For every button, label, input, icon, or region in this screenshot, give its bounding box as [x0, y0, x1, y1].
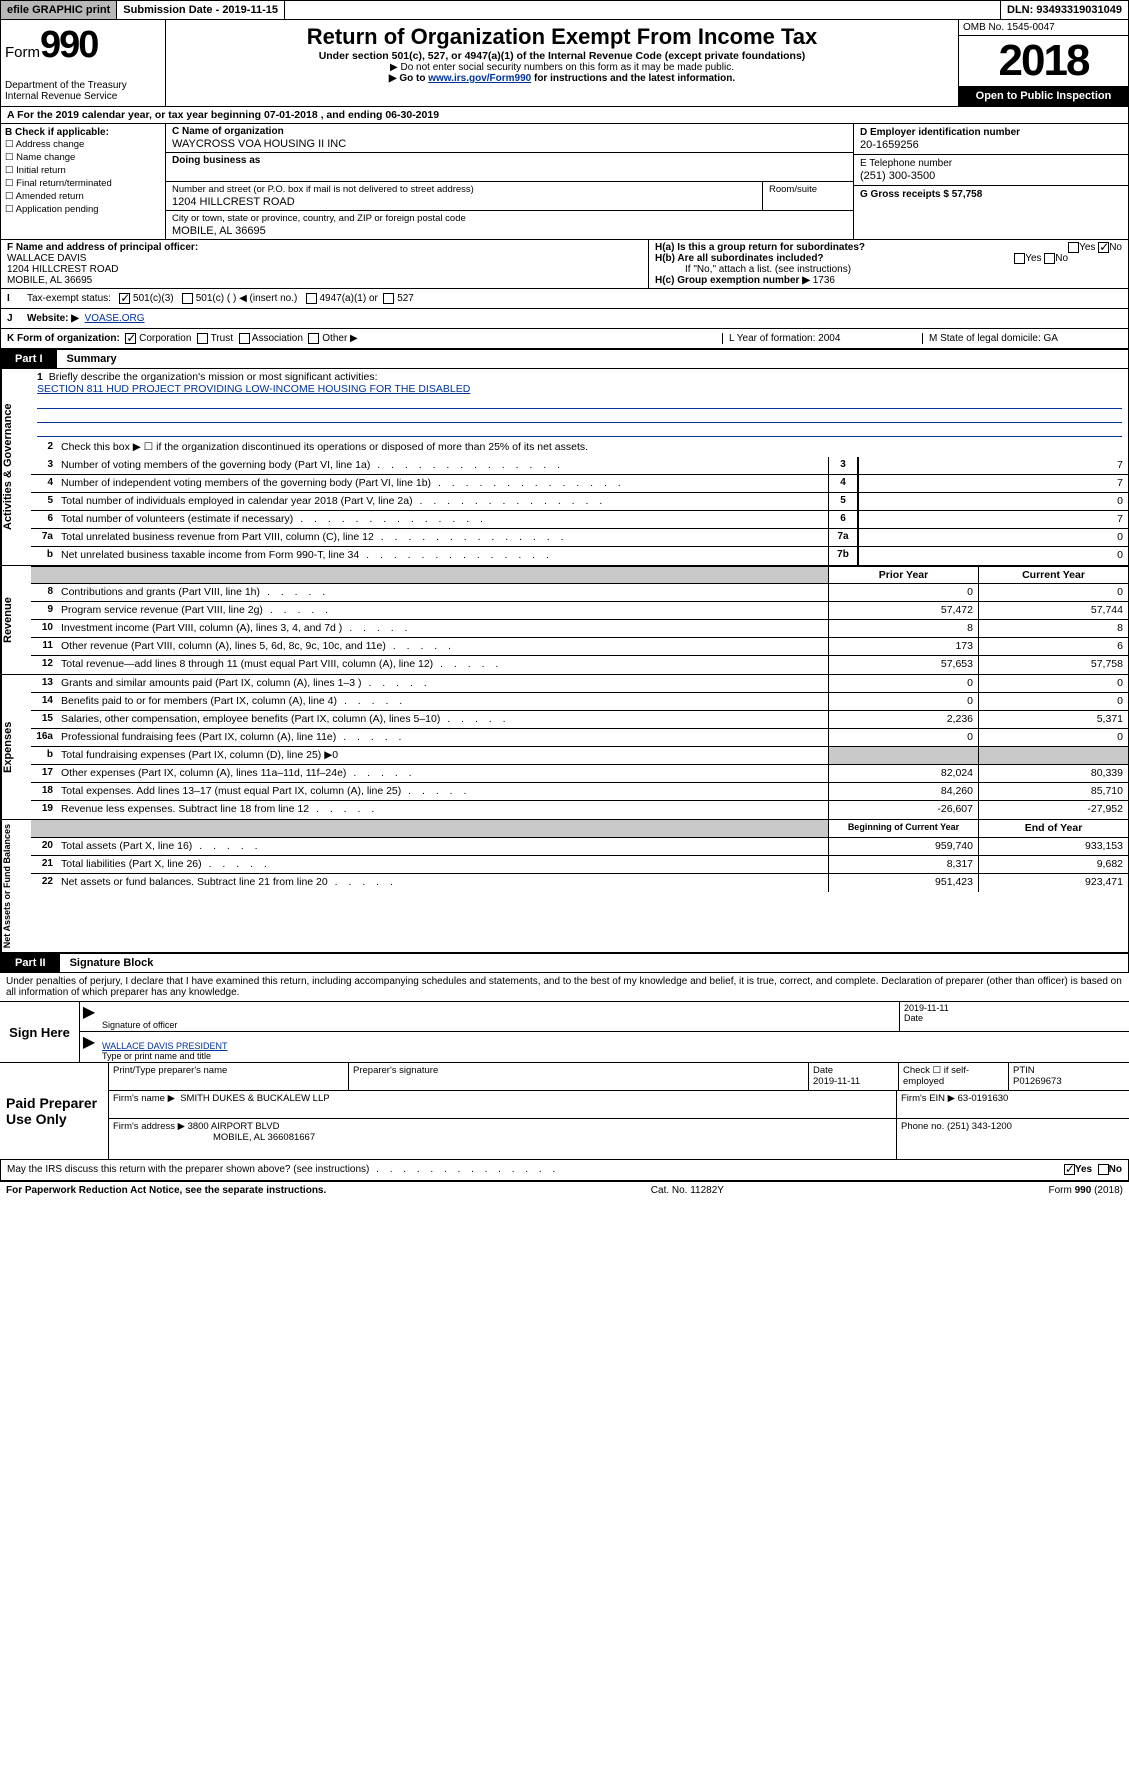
officer-city: MOBILE, AL 36695 [7, 275, 92, 286]
website-link[interactable]: VOASE.ORG [85, 313, 145, 324]
submission-date: Submission Date - 2019-11-15 [117, 0, 285, 20]
ein-label: D Employer identification number [860, 127, 1122, 138]
revenue-section: Revenue Prior Year Current Year 8Contrib… [0, 566, 1129, 675]
name-label: C Name of organization [172, 126, 847, 137]
discuss-row: May the IRS discuss this return with the… [0, 1160, 1129, 1180]
city-value: MOBILE, AL 36695 [172, 224, 847, 237]
entity-block: B Check if applicable: ☐ Address change … [0, 124, 1129, 240]
city-label: City or town, state or province, country… [172, 213, 847, 224]
firm-name: SMITH DUKES & BUCKALEW LLP [180, 1093, 329, 1104]
officer-group-block: F Name and address of principal officer:… [0, 240, 1129, 289]
netassets-section: Net Assets or Fund Balances Beginning of… [0, 820, 1129, 953]
phone-value: (251) 300-3500 [860, 169, 1122, 182]
chk-trust[interactable] [197, 333, 208, 344]
arrow-icon: ▶ [80, 1032, 98, 1062]
sig-date: 2019-11-11 [904, 1003, 1125, 1013]
paid-preparer-block: Paid Preparer Use Only Print/Type prepar… [0, 1062, 1129, 1160]
open-to-public: Open to Public Inspection [959, 86, 1128, 106]
top-bar: efile GRAPHIC print Submission Date - 20… [0, 0, 1129, 20]
part-i-header: Part I Summary [0, 349, 1129, 369]
chk-discuss-no[interactable] [1098, 1164, 1109, 1175]
ha-label: H(a) Is this a group return for subordin… [655, 242, 865, 253]
tax-exempt-row: I Tax-exempt status: 501(c)(3) 501(c) ( … [0, 289, 1129, 309]
chk-discuss-yes[interactable] [1064, 1164, 1075, 1175]
form-subtitle: Under section 501(c), 527, or 4947(a)(1)… [174, 50, 950, 62]
form-title: Return of Organization Exempt From Incom… [174, 24, 950, 50]
officer-label: F Name and address of principal officer: [7, 242, 198, 253]
ein-value: 20-1659256 [860, 138, 1122, 151]
chk-application-pending[interactable]: ☐ Application pending [5, 203, 161, 216]
form-number: 990 [40, 24, 97, 66]
dln: DLN: 93493319031049 [1000, 0, 1129, 20]
dba-label: Doing business as [172, 155, 847, 166]
chk-association[interactable] [239, 333, 250, 344]
efile-print-button[interactable]: efile GRAPHIC print [0, 0, 117, 20]
tax-year: 2018 [959, 36, 1128, 86]
arrow-icon: ▶ [80, 1002, 98, 1031]
chk-4947[interactable] [306, 293, 317, 304]
chk-other[interactable] [308, 333, 319, 344]
chk-amended-return[interactable]: ☐ Amended return [5, 190, 161, 203]
hb-label: H(b) Are all subordinates included? [655, 253, 824, 264]
dba-value [172, 166, 847, 179]
sign-here-block: Sign Here ▶ Signature of officer 2019-11… [0, 1001, 1129, 1062]
form-of-org-row: K Form of organization: Corporation Trus… [0, 329, 1129, 349]
mission-text[interactable]: SECTION 811 HUD PROJECT PROVIDING LOW-IN… [37, 383, 470, 395]
page-footer: For Paperwork Reduction Act Notice, see … [0, 1181, 1129, 1199]
phone-label: E Telephone number [860, 158, 1122, 169]
state-domicile: M State of legal domicile: GA [922, 333, 1122, 344]
hc-value: 1736 [813, 275, 835, 286]
expenses-section: Expenses 13Grants and similar amounts pa… [0, 675, 1129, 820]
org-name: WAYCROSS VOA HOUSING II INC [172, 137, 847, 150]
gross-receipts: G Gross receipts $ 57,758 [860, 189, 1122, 200]
box-b-label: B Check if applicable: [5, 127, 109, 138]
chk-initial-return[interactable]: ☐ Initial return [5, 164, 161, 177]
website-row: J Website: ▶ VOASE.ORG [0, 309, 1129, 329]
governance-section: Activities & Governance 1 Briefly descri… [0, 369, 1129, 566]
room-suite-label: Room/suite [763, 182, 853, 210]
chk-501c3[interactable] [119, 293, 130, 304]
chk-527[interactable] [383, 293, 394, 304]
chk-name-change[interactable]: ☐ Name change [5, 151, 161, 164]
part-ii-header: Part II Signature Block [0, 953, 1129, 973]
dept-treasury: Department of the Treasury Internal Reve… [5, 80, 127, 102]
officer-street: 1204 HILLCREST ROAD [7, 264, 119, 275]
year-formation: L Year of formation: 2004 [722, 333, 922, 344]
street-label: Number and street (or P.O. box if mail i… [172, 184, 756, 195]
hc-label: H(c) Group exemption number ▶ [655, 275, 813, 286]
irs-form990-link[interactable]: www.irs.gov/Form990 [428, 73, 531, 84]
goto-note: ▶ Go to www.irs.gov/Form990 for instruct… [174, 73, 950, 84]
hb-note: If "No," attach a list. (see instruction… [655, 264, 1122, 275]
jurat-text: Under penalties of perjury, I declare th… [0, 973, 1129, 1001]
chk-501c[interactable] [182, 293, 193, 304]
chk-corporation[interactable] [125, 333, 136, 344]
officer-name-title[interactable]: WALLACE DAVIS PRESIDENT [102, 1041, 1125, 1051]
chk-address-change[interactable]: ☐ Address change [5, 138, 161, 151]
tax-year-line: A For the 2019 calendar year, or tax yea… [0, 107, 1129, 124]
chk-final-return[interactable]: ☐ Final return/terminated [5, 177, 161, 190]
ssn-note: ▶ Do not enter social security numbers o… [174, 62, 950, 73]
omb-number: OMB No. 1545-0047 [959, 20, 1128, 36]
officer-name: WALLACE DAVIS [7, 253, 86, 264]
form-label: Form [5, 44, 40, 61]
form-header: Form990 Department of the Treasury Inter… [0, 20, 1129, 107]
street-value: 1204 HILLCREST ROAD [172, 195, 756, 208]
